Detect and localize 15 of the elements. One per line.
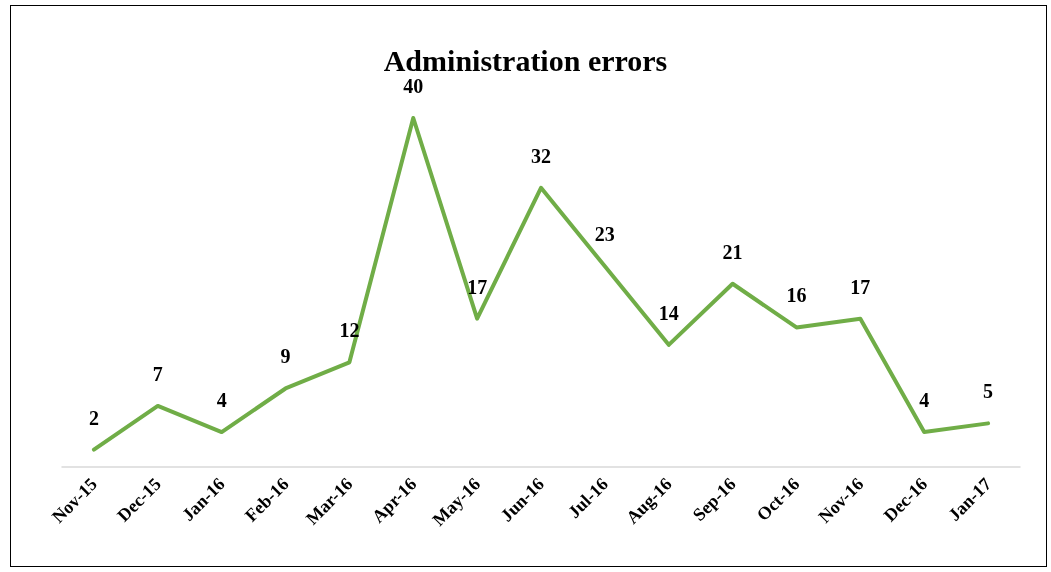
data-label: 21 (722, 240, 743, 263)
data-label: 23 (594, 223, 615, 246)
data-label: 4 (216, 389, 227, 412)
data-label: 4 (919, 389, 930, 412)
data-label: 14 (658, 301, 679, 324)
chart-title: Administration errors (383, 43, 668, 77)
data-label: 2 (88, 406, 99, 429)
data-label: 17 (467, 275, 488, 298)
data-label: 32 (531, 144, 551, 167)
data-label: 7 (152, 362, 163, 385)
data-label: 9 (280, 345, 291, 368)
data-label: 40 (403, 75, 424, 97)
data-label: 16 (786, 284, 807, 307)
data-label: 17 (850, 275, 871, 298)
data-label: 5 (983, 380, 994, 403)
